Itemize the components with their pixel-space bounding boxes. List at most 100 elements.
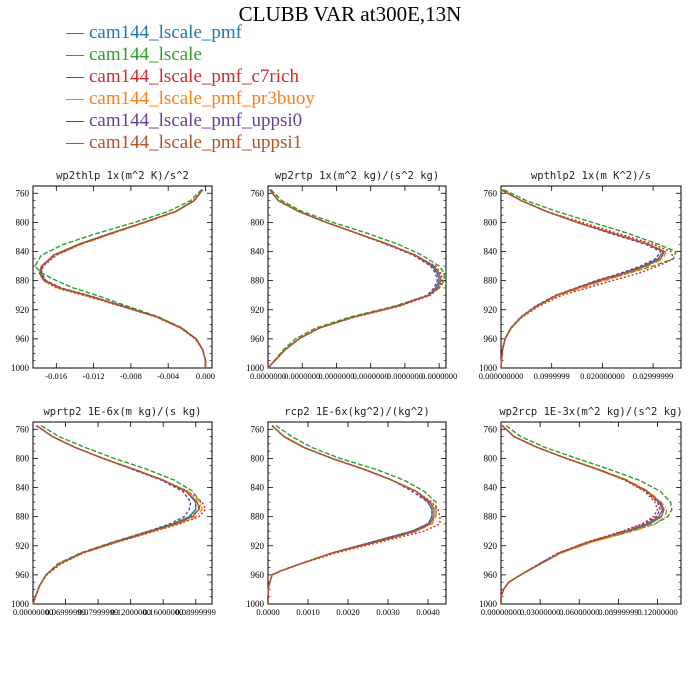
y-tick-label: 840: [16, 247, 30, 257]
y-tick-label: 840: [16, 483, 30, 493]
x-tick-label: 0.000: [196, 371, 215, 381]
y-tick-label: 920: [16, 541, 30, 551]
x-tick-label: 0.08999999: [176, 607, 216, 617]
panel: wp2rtp 1x(m^2 kg)/(s^2 kg) 760 800 840 880 92…: [246, 170, 457, 381]
y-tick-label: 800: [16, 453, 30, 463]
series-line: [500, 188, 664, 369]
series-line: [500, 188, 667, 369]
panel: wprtp2 1E-6x(m kg)/(s kg) 760 800 840 880 920…: [11, 406, 216, 617]
x-tick-label: 0.07999999: [78, 607, 118, 617]
x-tick-label: 0.000000000: [479, 371, 524, 381]
y-tick-label: 960: [484, 334, 498, 344]
x-tick-label: 0.0000000: [387, 371, 423, 381]
panel-frame: [267, 421, 447, 605]
x-tick-label: 0.02999999: [633, 371, 673, 381]
panel: wp2rcp 1E-3x(m^2 kg)/(s^2 kg)760 800 840 88…: [479, 406, 683, 617]
x-tick-label: 0.08999999: [598, 607, 638, 617]
y-tick-label: 960: [484, 570, 498, 580]
x-tick-label: 0.0000000: [421, 371, 457, 381]
series-line: [39, 189, 207, 368]
y-tick-label: 760: [16, 188, 30, 198]
x-tick-label: -0.012: [83, 371, 105, 381]
legend-entry: cam144_lscale_pmf: [66, 22, 315, 44]
series-line: [267, 425, 437, 604]
panel-title: rcp2 1E-6x(kg^2)/(kg^2): [284, 406, 429, 418]
x-tick-label: 0.16000000: [143, 607, 183, 617]
series-line: [267, 425, 435, 604]
x-tick-label: 0.0040: [416, 607, 439, 617]
panel-frame: [32, 185, 213, 369]
y-tick-label: 1000: [246, 363, 265, 373]
x-tick-label: 0.00000000: [13, 607, 53, 617]
x-tick-label: 0.0010: [296, 607, 319, 617]
panel-title: wp2thlp 1x(m^2 K)/s^2: [56, 170, 189, 182]
x-tick-label: -0.016: [45, 371, 67, 381]
y-tick-label: 880: [484, 276, 498, 286]
panel-frame: [500, 421, 682, 605]
series-line: [500, 188, 677, 369]
panel: wpthlp2 1x(m K^2)/s 760 800 840 880 920 960 100…: [479, 170, 682, 381]
series-line: [500, 425, 664, 604]
series-line: [500, 425, 661, 604]
series-line: [267, 189, 442, 369]
x-tick-label: 0.020000000: [580, 371, 625, 381]
series-line: [267, 425, 433, 604]
series-line: [267, 189, 444, 369]
legend-label: cam144_lscale_pmf: [89, 22, 243, 43]
panel-title: wprtp2 1E-6x(m kg)/(s kg): [43, 406, 201, 418]
x-tick-label: 0.0000000: [250, 371, 286, 381]
y-tick-label: 840: [251, 247, 265, 257]
y-tick-label: 1000: [11, 363, 30, 373]
legend-entry: cam144_lscale_pmf_pr3buoy: [66, 88, 315, 110]
y-tick-label: 800: [484, 453, 498, 463]
y-tick-label: 840: [484, 247, 498, 257]
y-tick-label: 800: [251, 453, 265, 463]
series-line: [32, 425, 197, 605]
series-line: [267, 425, 437, 604]
x-tick-label: 0.0020: [336, 607, 359, 617]
series-line: [500, 188, 662, 369]
series-line: [32, 425, 202, 605]
x-tick-label: 0.12000000: [110, 607, 150, 617]
legend-entry: cam144_lscale_pmf_uppsi0: [66, 110, 315, 132]
series-line: [38, 189, 207, 368]
x-tick-label: 0.03000000: [520, 607, 560, 617]
x-tick-label: 0.06000000: [559, 607, 599, 617]
series-line: [38, 189, 207, 368]
x-tick-label: -0.008: [120, 371, 142, 381]
y-tick-label: 960: [251, 570, 265, 580]
series-line: [500, 188, 675, 369]
series-line: [40, 189, 207, 368]
legend-label: cam144_lscale_pmf_uppsi0: [89, 110, 303, 131]
legend-label: cam144_lscale_pmf_pr3buoy: [89, 88, 315, 109]
legend-entry: cam144_lscale_pmf_uppsi1: [66, 132, 315, 154]
panel: wp2thlp 1x(m^2 K)/s^2 760 800 840 880 920 960 1…: [11, 170, 215, 381]
y-tick-label: 800: [251, 217, 265, 227]
y-tick-label: 960: [16, 334, 30, 344]
y-tick-label: 880: [484, 512, 498, 522]
y-tick-label: 760: [484, 188, 498, 198]
x-tick-label: 0.0999999: [534, 371, 570, 381]
x-tick-label: 0.0000000: [284, 371, 320, 381]
x-tick-label: 0.0030: [376, 607, 399, 617]
y-tick-label: 760: [251, 188, 265, 198]
panel-frame: [32, 421, 213, 605]
legend-label: cam144_lscale_pmf_uppsi1: [89, 132, 303, 153]
legend-label: cam144_lscale: [89, 44, 202, 65]
panel: rcp2 1E-6x(kg^2)/(kg^2) 760 800 840 880 920 96…: [246, 406, 447, 617]
legend-entry: cam144_lscale: [66, 44, 315, 66]
y-tick-label: 960: [16, 570, 30, 580]
series-line: [500, 425, 668, 604]
series-line: [500, 188, 665, 369]
legend-swatch: [66, 54, 84, 56]
y-tick-label: 840: [251, 483, 265, 493]
figure-title: CLUBB VAR at300E,13N: [238, 2, 462, 26]
y-tick-label: 1000: [479, 363, 498, 373]
legend: cam144_lscale_pmf cam144_lscale cam144_lsc…: [66, 22, 315, 154]
series-line: [267, 189, 442, 369]
y-tick-label: 880: [251, 276, 265, 286]
legend-swatch: [66, 142, 84, 144]
legend-swatch: [66, 98, 84, 100]
y-tick-label: 1000: [246, 599, 265, 609]
